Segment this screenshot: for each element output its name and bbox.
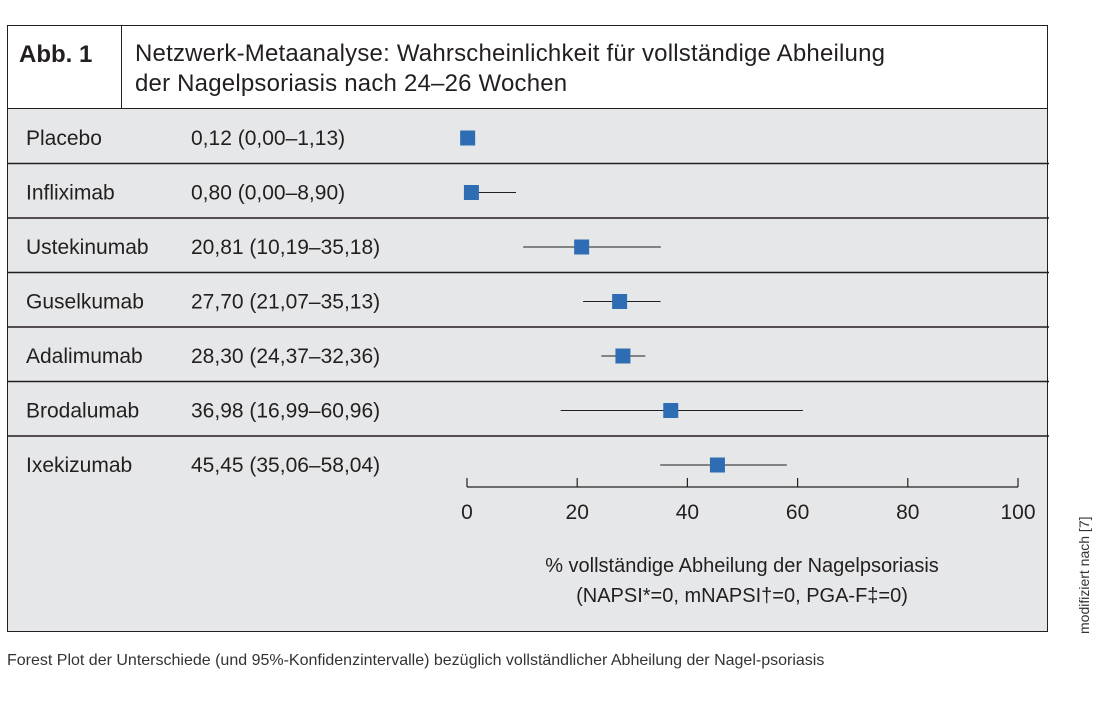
figure-box: Abb. 1 Netzwerk-Metaanalyse: Wahrscheinl… xyxy=(7,25,1049,632)
figure-header: Abb. 1 Netzwerk-Metaanalyse: Wahrscheinl… xyxy=(8,26,1047,109)
row-estimate-ustekinumab: 20,81 (10,19–35,18) xyxy=(191,236,380,259)
row-estimate-infliximab: 0,80 (0,00–8,90) xyxy=(191,182,345,205)
x-axis-label-line-1: % vollständige Abheilung der Nagelpsoria… xyxy=(545,555,939,577)
figure-caption: Forest Plot der Unterschiede (und 95%-Ko… xyxy=(7,652,825,669)
forest-plot: Placebo 0,12 (0,00–1,13) Infliximab 0,80 (0… xyxy=(8,127,1049,607)
point-marker-ustekinumab xyxy=(574,239,590,255)
figure-title: Netzwerk-Metaanalyse: Wahrscheinlichkeit… xyxy=(135,39,1035,99)
x-axis-label-line-2: (NAPSI*=0, mNAPSI†=0, PGA-F‡=0) xyxy=(576,585,908,607)
figure-label: Abb. 1 xyxy=(8,26,122,108)
row-estimate-brodalumab: 36,98 (16,99–60,96) xyxy=(191,400,380,423)
row-name-adalimumab: Adalimumab xyxy=(26,345,143,368)
row-name-placebo: Placebo xyxy=(26,127,102,150)
x-tick-label-60: 60 xyxy=(786,501,809,524)
point-marker-adalimumab xyxy=(615,348,631,364)
point-marker-infliximab xyxy=(463,185,479,200)
row-name-infliximab: Infliximab xyxy=(26,182,115,205)
row-name-guselkumab: Guselkumab xyxy=(26,291,144,314)
point-marker-guselkumab xyxy=(612,294,628,309)
source-note: modifiziert nach [7] xyxy=(1076,516,1092,635)
point-marker-brodalumab xyxy=(663,403,679,418)
row-estimate-adalimumab: 28,30 (24,37–32,36) xyxy=(191,345,380,368)
point-marker-ixekizumab xyxy=(709,457,725,473)
point-marker-placebo xyxy=(460,130,476,146)
row-name-ixekizumab: Ixekizumab xyxy=(26,454,132,477)
x-tick-label-80: 80 xyxy=(896,501,919,524)
x-tick-label-20: 20 xyxy=(566,501,589,524)
x-tick-label-40: 40 xyxy=(676,501,699,524)
figure-title-line-2: der Nagelpsoriasis nach 24–26 Wochen xyxy=(135,70,568,97)
row-name-brodalumab: Brodalumab xyxy=(26,400,139,423)
figure-title-line-1: Netzwerk-Metaanalyse: Wahrscheinlichkeit… xyxy=(135,40,886,67)
row-name-ustekinumab: Ustekinumab xyxy=(26,236,149,259)
x-tick-label-100: 100 xyxy=(1000,501,1035,524)
x-tick-label-0: 0 xyxy=(461,501,473,524)
row-estimate-guselkumab: 27,70 (21,07–35,13) xyxy=(191,291,380,314)
row-estimate-placebo: 0,12 (0,00–1,13) xyxy=(191,127,345,150)
row-estimate-ixekizumab: 45,45 (35,06–58,04) xyxy=(191,454,380,477)
